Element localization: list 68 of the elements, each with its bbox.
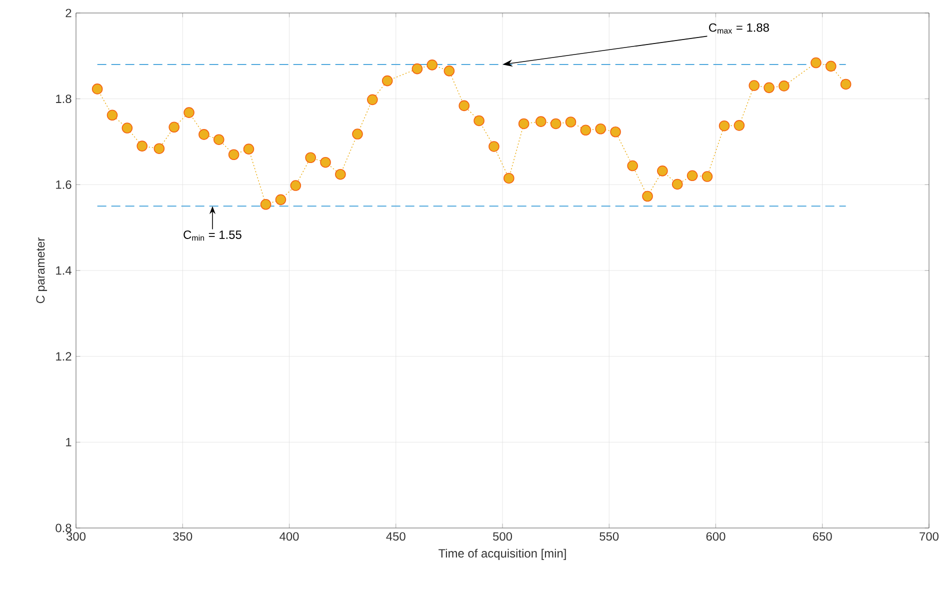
- point: [260, 199, 272, 210]
- x-tick-label: 500: [493, 532, 512, 541]
- x-tick-label: 700: [920, 532, 939, 541]
- x-tick-label: 600: [706, 532, 726, 541]
- y-tick-label: 1.6: [56, 180, 72, 189]
- point: [764, 82, 774, 94]
- point: [550, 118, 562, 130]
- point: [702, 171, 713, 182]
- point: [352, 128, 363, 140]
- point: [198, 129, 210, 140]
- point: [92, 84, 103, 94]
- point: [335, 168, 346, 180]
- point: [320, 156, 331, 168]
- y-tick-label: 1.4: [56, 266, 72, 275]
- point: [718, 120, 730, 132]
- point: [426, 60, 438, 70]
- point: [535, 116, 546, 127]
- point: [444, 66, 455, 76]
- point: [412, 63, 423, 74]
- point: [826, 60, 836, 72]
- point: [168, 122, 180, 133]
- point: [565, 116, 576, 128]
- point: [840, 78, 852, 90]
- x-tick-label: 450: [386, 532, 406, 541]
- point: [488, 141, 500, 152]
- point: [290, 180, 302, 191]
- point: [504, 172, 514, 184]
- y-tick-label: 1.8: [56, 94, 72, 104]
- point: [228, 149, 240, 160]
- y-tick-label: 2: [66, 8, 72, 18]
- point: [184, 107, 194, 118]
- x-tick-label: 350: [173, 532, 192, 541]
- point: [810, 57, 822, 68]
- point: [778, 80, 790, 92]
- point: [748, 80, 760, 91]
- point: [610, 126, 621, 138]
- point: [243, 144, 254, 154]
- ref-line-label: C$_{max}$ = 1.88: [709, 23, 769, 34]
- x-tick-label: 650: [813, 532, 832, 541]
- point: [382, 75, 393, 86]
- point: [136, 140, 148, 152]
- point: [672, 178, 683, 190]
- point: [627, 160, 638, 172]
- ref-line-label: C$_{min}$ = 1.55: [184, 230, 242, 241]
- point: [518, 118, 530, 130]
- point: [154, 143, 165, 154]
- x-tick-label: 550: [600, 532, 619, 541]
- point: [367, 94, 378, 106]
- x-tick-label: 400: [280, 532, 299, 541]
- point: [213, 134, 224, 145]
- y-tick-label: 1.2: [56, 352, 72, 361]
- point: [686, 170, 698, 182]
- point: [595, 123, 606, 134]
- point: [458, 100, 470, 112]
- x-axis-title: Time of acquisition [min]: [438, 548, 566, 560]
- point: [657, 166, 668, 176]
- y-tick-label: 1: [66, 438, 72, 446]
- point: [106, 110, 118, 121]
- y-axis-title: C parameter: [36, 237, 48, 304]
- point: [580, 124, 592, 136]
- y-tick-label: 0.8: [56, 524, 72, 532]
- point: [734, 120, 745, 131]
- point: [305, 152, 316, 164]
- x-tick-label: 300: [66, 532, 86, 541]
- point: [275, 194, 286, 206]
- point: [122, 122, 133, 134]
- point: [474, 115, 484, 126]
- point: [642, 190, 653, 202]
